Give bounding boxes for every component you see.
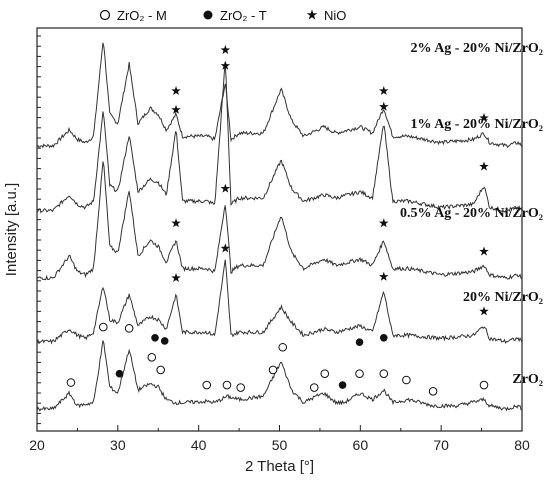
nio-star-marker bbox=[171, 85, 181, 96]
series-curve bbox=[36, 259, 523, 345]
series-curve bbox=[36, 340, 523, 412]
zro2-m-marker bbox=[355, 369, 364, 378]
zro2-m-marker bbox=[222, 380, 232, 390]
axis-ticks: 20 30 40 50 60 70 80 bbox=[29, 35, 530, 453]
x-axis-title: 2 Theta [°] bbox=[245, 458, 314, 475]
y-axis-title: Intensity [a.u.] bbox=[3, 183, 20, 276]
zro2-m-marker bbox=[236, 383, 245, 392]
x-tick-label: 50 bbox=[272, 437, 288, 453]
nio-star-marker bbox=[220, 60, 231, 70]
legend-label-zro2-m: ZrO₂ - M bbox=[117, 8, 167, 23]
zro2-m-marker bbox=[147, 353, 157, 362]
nio-star-marker bbox=[379, 271, 389, 281]
x-tick-label: 20 bbox=[29, 437, 45, 453]
legend-label-zro2-t: ZrO₂ - T bbox=[220, 8, 267, 23]
zro2-t-marker bbox=[338, 381, 347, 389]
diffraction-curves bbox=[36, 42, 523, 412]
series-curve bbox=[36, 161, 523, 281]
zro2-m-marker bbox=[379, 369, 389, 378]
series-label: 0.5% Ag - 20% Ni/ZrO₂ bbox=[400, 206, 543, 221]
series-curve bbox=[36, 61, 523, 214]
nio-star-marker bbox=[379, 101, 389, 111]
legend-filled-circle-icon bbox=[203, 10, 213, 20]
zro2-m-marker bbox=[278, 342, 288, 352]
zro2-m-marker bbox=[66, 378, 76, 387]
nio-star-marker bbox=[379, 218, 389, 228]
legend-label-nio: NiO bbox=[324, 8, 346, 23]
series-label: 2% Ag - 20% Ni/ZrO₂ bbox=[410, 41, 543, 56]
zro2-t-marker bbox=[151, 334, 159, 342]
nio-star-marker bbox=[479, 306, 489, 316]
nio-star-marker bbox=[171, 218, 181, 228]
legend: ZrO₂ - M ZrO₂ - T NiO bbox=[99, 8, 346, 23]
zro2-m-marker bbox=[98, 322, 108, 332]
x-tick-label: 70 bbox=[433, 437, 449, 453]
zro2-m-marker bbox=[402, 375, 411, 385]
nio-star-marker bbox=[220, 183, 231, 193]
nio-star-marker bbox=[171, 104, 181, 114]
legend-open-circle-icon bbox=[99, 9, 111, 21]
legend-star-icon bbox=[306, 9, 318, 20]
phase-markers bbox=[66, 45, 489, 396]
nio-star-marker bbox=[479, 246, 489, 256]
zro2-m-marker bbox=[124, 324, 134, 333]
x-tick-label: 80 bbox=[514, 437, 530, 453]
x-tick-label: 40 bbox=[191, 437, 207, 453]
series-label: ZrO₂ bbox=[512, 372, 543, 387]
zro2-t-marker bbox=[115, 369, 124, 378]
x-tick-label: 30 bbox=[110, 437, 126, 453]
zro2-t-marker bbox=[379, 334, 388, 342]
nio-star-marker bbox=[220, 243, 231, 253]
zro2-m-marker bbox=[428, 387, 438, 396]
nio-star-marker bbox=[171, 272, 181, 283]
zro2-t-marker bbox=[160, 337, 169, 345]
zro2-m-marker bbox=[320, 369, 330, 378]
zro2-m-marker bbox=[156, 365, 165, 375]
zro2-m-marker bbox=[479, 380, 489, 390]
series-label: 20% Ni/ZrO₂ bbox=[463, 290, 543, 305]
zro2-m-marker bbox=[268, 365, 278, 375]
nio-star-marker bbox=[220, 45, 231, 55]
zro2-m-marker bbox=[309, 383, 319, 392]
series-labels: 2% Ag - 20% Ni/ZrO₂ 1% Ag - 20% Ni/ZrO₂ 0.… bbox=[400, 41, 543, 387]
zro2-m-marker bbox=[202, 380, 212, 390]
series-label: 1% Ag - 20% Ni/ZrO₂ bbox=[410, 117, 543, 132]
nio-star-marker bbox=[479, 113, 489, 123]
x-tick-label: 60 bbox=[353, 437, 369, 453]
zro2-t-marker bbox=[355, 338, 364, 347]
nio-star-marker bbox=[379, 85, 389, 96]
series-curve bbox=[36, 42, 523, 149]
plot-frame bbox=[36, 27, 523, 432]
nio-star-marker bbox=[479, 161, 489, 171]
